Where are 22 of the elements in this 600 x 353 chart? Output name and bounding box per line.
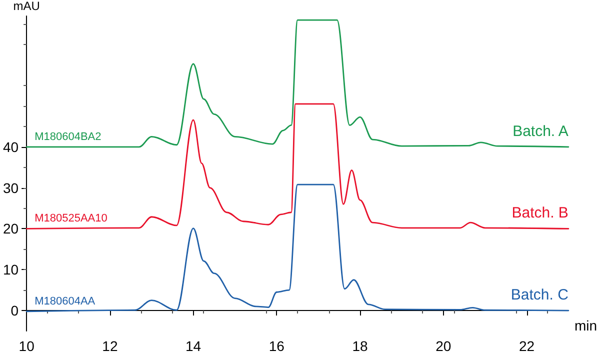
x-tick-label: 10 [18,338,35,353]
series-label: Batch. B [512,204,568,222]
x-tick-label: 16 [268,338,285,353]
series-label: Batch. C [510,286,569,304]
y-tick-label: 10 [2,262,19,278]
x-axis-title: min [574,318,598,334]
x-tick-label: 14 [186,338,202,353]
x-tick-label: 20 [436,338,452,353]
annotation: M180525AA10 [34,212,108,225]
y-axis-title: mAU [13,0,40,13]
annotation: M180604BA2 [34,130,102,143]
x-tick-label: 12 [102,338,118,353]
series-label: Batch. A [512,122,568,140]
y-tick-label: 0 [10,302,19,319]
x-tick-label: 22 [518,338,535,353]
y-tick-label: 30 [2,180,19,196]
y-tick-label: 40 [2,138,19,155]
line-series [26,103,570,230]
x-tick-label: 18 [352,338,368,353]
y-tick-label: 20 [2,220,19,237]
line-series [26,19,570,148]
annotation: M180604AA [34,295,96,308]
